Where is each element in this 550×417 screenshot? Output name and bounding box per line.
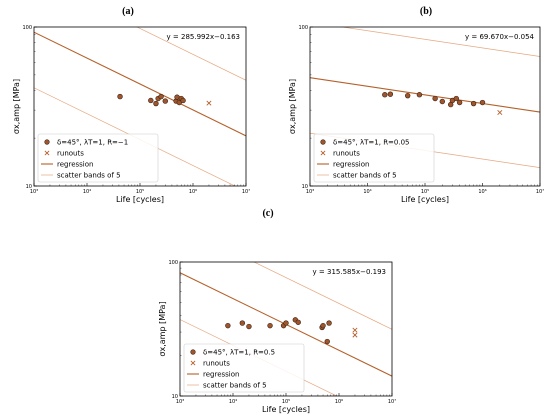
regression-equation: y = 69.670x−0.054 [465,33,535,41]
legend-failure-marker [44,139,50,145]
y-axis-label: σx,amp [MPa] [288,79,297,134]
failure-point [324,338,330,345]
runout-stroke [497,109,503,115]
failure-point [453,95,459,102]
failure-point [470,100,477,107]
legend-entry: runouts [203,360,230,368]
legend: δ=45°, λT=1, R=0.5 runouts regression scatt… [183,343,305,393]
runout-stroke [352,332,358,338]
runout-stroke [352,327,358,333]
chart-panel-b: (b) 10³ 10⁴ 10⁵ 10⁶ 10⁷ 10 100 Life [cycles] σx,a… [288,6,544,204]
x-tick-label: 10³ [30,189,38,195]
legend-entry: runouts [57,150,84,158]
failure-point [180,97,186,104]
x-tick-label: 10⁶ [478,189,486,195]
failure-point [479,99,486,106]
failure-point [148,97,154,104]
x-tick-label: 10⁷ [388,399,396,405]
legend-entry: regression [57,161,93,169]
legend-entry: δ=45°, λT=1, R=0.05 [333,139,410,147]
legend: δ=45°, λT=1, R=−1 runouts regression scatte… [37,133,159,183]
failure-point [439,98,446,105]
failure-point [387,91,394,97]
failure-point [295,319,301,325]
x-tick-label: 10⁵ [282,399,290,405]
legend-failure-marker [190,349,196,355]
regression-equation: y = 285.992x−0.163 [167,33,240,41]
failure-point [162,98,168,104]
legend-runout-marker [44,150,50,156]
y-tick-label: 100 [22,25,32,31]
x-tick-label: 10³ [306,189,314,195]
failure-point [320,322,326,329]
legend-entry: δ=45°, λT=1, R=0.5 [203,349,275,357]
legend-entry: scatter bands of 5 [203,382,267,390]
failure-point [267,322,273,329]
legend-failure-marker [320,139,326,145]
y-tick-label: 100 [168,260,178,266]
x-tick-label: 10⁷ [536,189,544,195]
legend-entry: δ=45°, λT=1, R=−1 [57,139,128,147]
legend-entry: runouts [333,150,360,158]
x-tick-label: 10⁷ [242,189,250,195]
runout-marker [352,327,358,333]
failure-point [153,100,159,107]
y-axis-label: σx,amp [MPa] [12,79,21,134]
x-tick-label: 10⁴ [363,189,371,195]
failure-point [432,95,438,102]
legend-runout-marker [190,360,196,366]
legend-box [37,133,159,183]
x-axis-label: Life [cycles] [401,195,449,204]
legend-entry: regression [203,371,239,379]
x-tick-label: 10⁶ [335,399,343,405]
legend-box [313,133,435,183]
runout-marker [352,332,358,338]
failure-point [456,99,463,106]
y-tick-label: 100 [298,25,308,31]
runout-marker [206,100,212,106]
failure-point [382,92,388,98]
regression-line [310,77,540,113]
legend-entry: regression [333,161,369,169]
legend-box [183,343,305,393]
scatter-band-upper [253,262,392,330]
x-tick-label: 10⁴ [83,189,91,195]
x-tick-label: 10⁴ [229,399,237,405]
legend-entry: scatter bands of 5 [333,172,397,180]
scatter-band-upper [136,27,246,81]
runout-marker [497,109,503,115]
failure-point [283,320,289,326]
y-tick-label: 10 [302,184,308,190]
y-tick-label: 10 [172,394,178,400]
panel-label: (c) [262,208,273,219]
failure-point [326,320,332,326]
y-tick-label: 10 [26,184,32,190]
scatter-band-upper [340,27,540,57]
failure-point [404,92,411,99]
x-tick-label: 10⁵ [136,189,144,195]
failure-point [117,93,123,100]
chart-panel-c: (c) 10³ 10⁴ 10⁵ 10⁶ 10⁷ 10 100 Life [cycles] σx,a… [158,208,396,414]
failure-point [239,320,246,326]
legend-entry: scatter bands of 5 [57,172,121,180]
x-tick-label: 10⁵ [421,189,429,195]
failure-point [246,323,252,330]
legend-runout-marker [320,150,326,156]
x-axis-label: Life [cycles] [116,195,164,204]
runout-stroke [206,100,212,106]
plot-area [180,262,392,396]
x-axis-label: Life [cycles] [262,405,310,414]
regression-line [34,31,246,137]
x-tick-label: 10⁶ [189,189,197,195]
failure-point [225,322,231,329]
failure-point [416,92,423,98]
panel-label: (a) [122,6,134,17]
chart-panel-a: (a) 10³ 10⁴ 10⁵ 10⁶ 10⁷ 10 100 Life [cycles] σx,a… [12,6,250,204]
x-tick-label: 10³ [176,399,184,405]
y-axis-label: σx,amp [MPa] [158,301,167,356]
failure-point [158,93,164,100]
panel-label: (b) [420,6,432,17]
regression-equation: y = 315.585x−0.193 [313,268,386,276]
legend: δ=45°, λT=1, R=0.05 runouts regression scat… [313,133,435,183]
